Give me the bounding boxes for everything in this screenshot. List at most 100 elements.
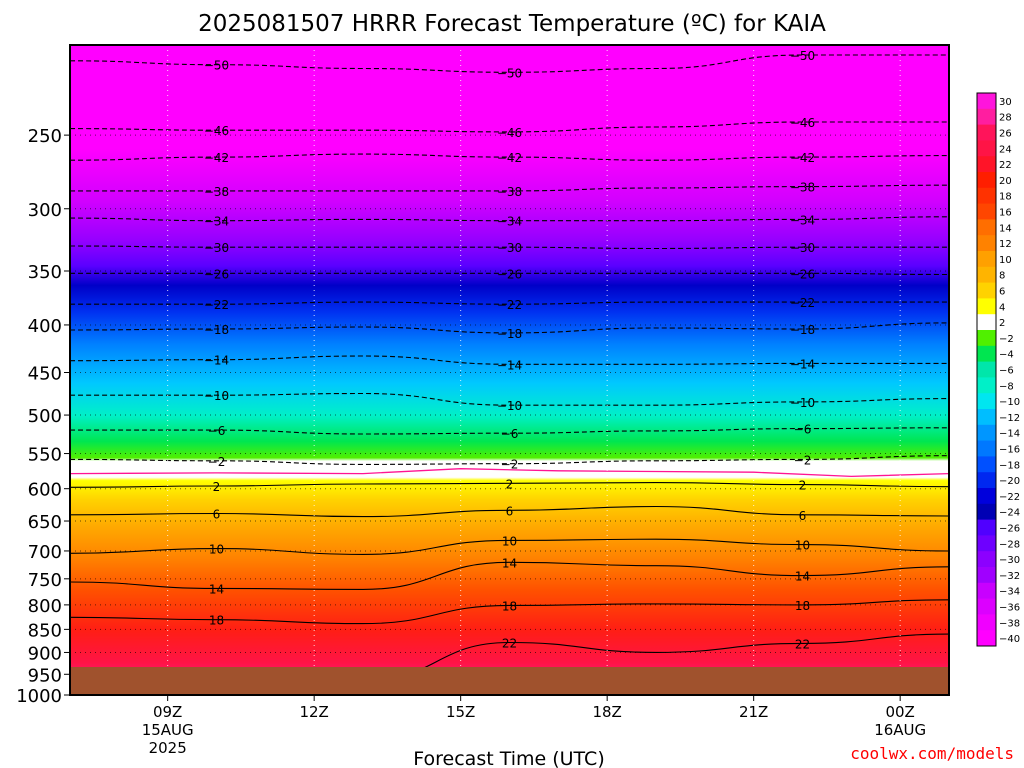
colorbar-cell — [977, 235, 996, 252]
colorbar-cell — [977, 440, 996, 457]
colorbar-label: −20 — [999, 476, 1020, 487]
contour-label: −46 — [497, 126, 522, 140]
contour-label: −14 — [204, 354, 229, 368]
x-tick-label: 18Z — [592, 703, 621, 721]
x-tick-date: 15AUG — [142, 721, 194, 739]
colorbar-label: 4 — [999, 302, 1005, 313]
colorbar-cell — [977, 187, 996, 205]
contour-label: −6 — [501, 427, 519, 441]
colorbar-cell — [977, 156, 996, 173]
colorbar-cell — [977, 93, 996, 110]
x-tick-year: 2025 — [149, 739, 187, 757]
colorbar-label: 16 — [999, 208, 1012, 219]
colorbar-label: −36 — [999, 603, 1020, 614]
contour-line — [70, 505, 949, 518]
colorbar-cell — [977, 219, 996, 236]
x-tick-date: 16AUG — [874, 721, 926, 739]
contour-line — [70, 121, 949, 133]
colorbar-cell — [977, 456, 996, 473]
chart-title: 2025081507 HRRR Forecast Temperature (ºC… — [198, 11, 826, 37]
contour-label: −42 — [790, 151, 815, 165]
contour-line — [70, 355, 949, 365]
colorbar-label: −16 — [999, 445, 1020, 456]
contour-label: −34 — [497, 215, 522, 229]
colorbar-label: −2 — [999, 334, 1014, 345]
y-tick-label: 600 — [28, 480, 62, 501]
contour-line — [70, 599, 949, 625]
credit-text[interactable]: coolwx.com/models — [850, 744, 1014, 763]
colorbar-label: −22 — [999, 492, 1020, 503]
contour-line — [70, 272, 949, 276]
contour-label: 14 — [795, 570, 810, 584]
contour-line — [70, 153, 949, 161]
contour-label: −2 — [501, 458, 519, 472]
contour-line — [70, 482, 949, 488]
grid-lines — [70, 45, 949, 695]
colorbar-label: 26 — [999, 129, 1012, 140]
contour-label: −50 — [790, 49, 815, 63]
colorbar-cell — [977, 203, 996, 220]
contour-line — [70, 184, 949, 192]
colorbar-cell — [977, 551, 996, 568]
freezing-line — [70, 468, 949, 478]
contour-label: −14 — [497, 358, 522, 372]
colorbar-label: −40 — [999, 634, 1020, 645]
colorbar-cell — [977, 282, 996, 299]
contour-label: 10 — [502, 534, 517, 548]
contour-line — [70, 455, 949, 465]
contour-label: 6 — [506, 504, 514, 518]
contour-label: 14 — [502, 556, 517, 570]
contour-label: −38 — [204, 185, 229, 199]
y-tick-label: 550 — [28, 445, 62, 466]
x-axis-label: Forecast Time (UTC) — [413, 748, 604, 768]
y-tick-label: 750 — [28, 570, 62, 591]
contour-label: −50 — [497, 66, 522, 80]
contour-label: −50 — [204, 59, 229, 73]
contour-label: −18 — [497, 327, 522, 341]
contour-line — [70, 322, 949, 334]
colorbar-label: 24 — [999, 144, 1012, 155]
y-tick-label: 300 — [28, 200, 62, 221]
x-tick-label: 09Z — [153, 703, 182, 721]
y-tick-label: 400 — [28, 316, 62, 337]
contour-line — [70, 392, 949, 406]
colorbar-label: −12 — [999, 413, 1020, 424]
y-tick-label: 650 — [28, 512, 62, 533]
colorbar-label: −34 — [999, 587, 1020, 598]
colorbar-cell — [977, 345, 996, 363]
contour-label: 10 — [209, 543, 224, 557]
contour-line — [70, 245, 949, 250]
contour-label: 10 — [795, 539, 810, 553]
contour-label: 22 — [795, 637, 810, 651]
colorbar-label: −6 — [999, 366, 1014, 377]
colorbar-cell — [977, 330, 996, 347]
y-tick-label: 250 — [28, 126, 62, 147]
contour-label: −42 — [497, 151, 522, 165]
x-tick-label: 00Z — [885, 703, 914, 721]
contour-label: 22 — [502, 636, 517, 650]
plot-frame — [69, 44, 950, 696]
contour-label: −10 — [497, 399, 522, 413]
y-tick-label: 700 — [28, 542, 62, 563]
contour-label: −30 — [790, 241, 815, 255]
x-tick-label: 12Z — [299, 703, 328, 721]
contour-label: 14 — [209, 582, 224, 596]
colorbar-label: −30 — [999, 555, 1020, 566]
contour-line — [70, 301, 949, 305]
contour-line — [70, 54, 949, 73]
y-tick-label: 450 — [28, 364, 62, 385]
contour-label: −18 — [790, 323, 815, 337]
y-tick-label: 800 — [28, 596, 62, 617]
contour-label: 2 — [213, 480, 221, 494]
colorbar-label: −38 — [999, 618, 1020, 629]
contour-label: 6 — [213, 507, 221, 521]
colorbar-label: −26 — [999, 524, 1020, 535]
contour-line — [70, 538, 949, 555]
contour-label: −38 — [497, 185, 522, 199]
contour-label: −18 — [204, 323, 229, 337]
contour-line — [70, 216, 949, 222]
colorbar-label: 14 — [999, 223, 1012, 234]
y-tick-label: 1000 — [16, 686, 62, 707]
contour-label: −46 — [790, 116, 815, 130]
